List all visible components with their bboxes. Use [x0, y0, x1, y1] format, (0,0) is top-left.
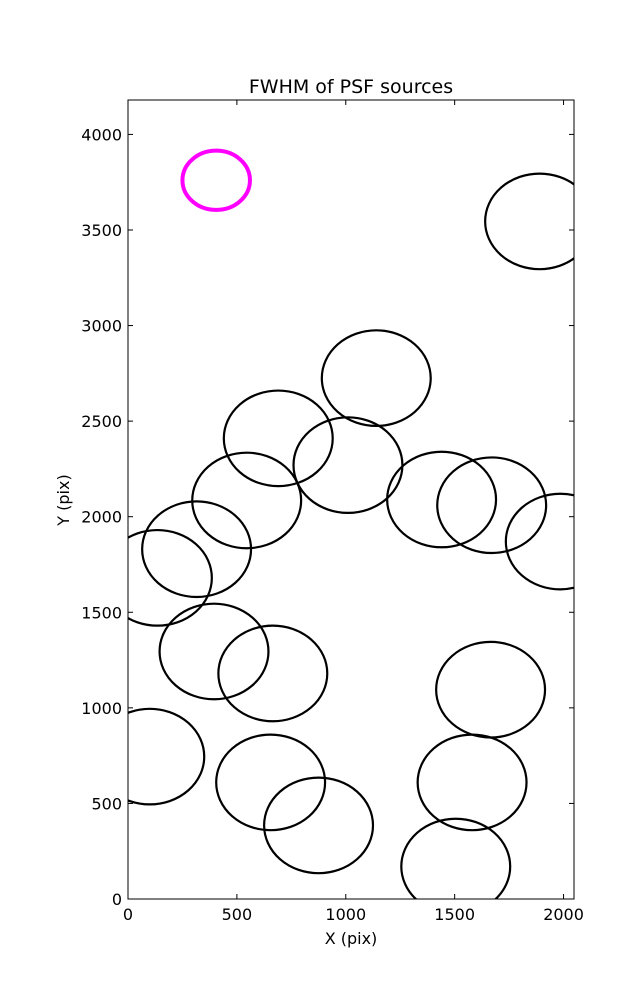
y-tick-label: 1500: [81, 603, 122, 622]
data-layer: [128, 148, 574, 899]
y-tick-label: 0: [112, 890, 122, 909]
psf-source-circle: [128, 528, 213, 627]
y-tick-label: 4000: [81, 125, 122, 144]
y-tick-label: 2500: [81, 412, 122, 431]
x-axis-label: X (pix): [325, 929, 378, 948]
y-tick-label: 3500: [81, 221, 122, 240]
psf-source-circle: [400, 817, 512, 899]
x-tick-label: 500: [222, 905, 253, 924]
psf-source-circle: [215, 733, 327, 832]
y-tick-label: 1000: [81, 699, 122, 718]
psf-source-circle: [222, 389, 334, 488]
psf-source-circle: [158, 602, 270, 701]
x-axis: 0 500 1000 1500 2000: [123, 100, 584, 924]
y-tick-label: 500: [91, 794, 122, 813]
x-tick-label: 0: [123, 905, 133, 924]
x-tick-label: 2000: [543, 905, 584, 924]
psf-source-circle: [386, 450, 498, 549]
psf-source-circle: [484, 172, 574, 271]
psf-source-circle: [141, 500, 253, 599]
psf-source-circle: [217, 624, 329, 723]
psf-source-circle: [128, 707, 206, 806]
y-tick-label: 2000: [81, 508, 122, 527]
psf-source-circle: [504, 492, 574, 591]
y-axis: 0 500 1000 1500 2000 2500 3000 3500 4000: [81, 125, 574, 909]
psf-source-circle: [436, 456, 548, 555]
psf-source-circle: [320, 329, 432, 428]
x-tick-label: 1500: [434, 905, 475, 924]
plot-area: [127, 99, 575, 900]
psf-source-circle: [263, 776, 375, 875]
y-axis-label: Y (pix): [54, 474, 73, 526]
x-tick-label: 1000: [325, 905, 366, 924]
psf-source-circle: [416, 733, 528, 832]
chart-title: FWHM of PSF sources: [249, 76, 453, 98]
reference-fwhm-circle: [180, 148, 252, 212]
y-tick-label: 3000: [81, 317, 122, 336]
